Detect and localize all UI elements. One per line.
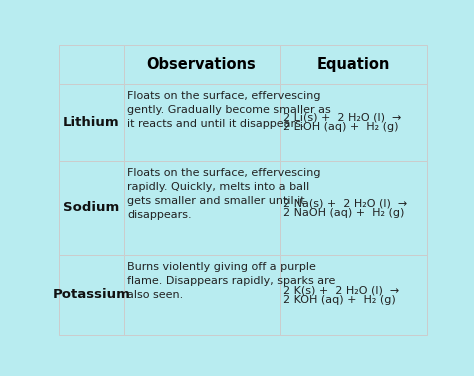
Text: 2 Li(s) +  2 H₂O (l)  →: 2 Li(s) + 2 H₂O (l) → <box>283 113 401 123</box>
Text: 2 Na(s) +  2 H₂O (l)  →: 2 Na(s) + 2 H₂O (l) → <box>283 198 408 208</box>
Text: 2 LiOH (aq) +  H₂ (g): 2 LiOH (aq) + H₂ (g) <box>283 122 399 132</box>
Text: 2 KOH (aq) +  H₂ (g): 2 KOH (aq) + H₂ (g) <box>283 295 396 305</box>
Bar <box>280 255 427 335</box>
Text: Sodium: Sodium <box>63 202 119 214</box>
Bar <box>124 84 280 161</box>
Bar <box>59 45 124 84</box>
Text: Observations: Observations <box>147 57 256 72</box>
Text: Burns violently giving off a purple
flame. Disappears rapidly, sparks are
also s: Burns violently giving off a purple flam… <box>127 262 336 300</box>
Bar <box>124 255 280 335</box>
Bar <box>59 161 124 255</box>
Text: Equation: Equation <box>317 57 390 72</box>
Bar <box>124 45 280 84</box>
Text: Floats on the surface, effervescing
rapidly. Quickly, melts into a ball
gets sma: Floats on the surface, effervescing rapi… <box>127 168 321 220</box>
Bar <box>280 84 427 161</box>
Text: Potassium: Potassium <box>53 288 130 301</box>
Bar <box>124 161 280 255</box>
Bar <box>280 45 427 84</box>
Text: 2 K(s) +  2 H₂O (l)  →: 2 K(s) + 2 H₂O (l) → <box>283 285 400 295</box>
Bar <box>59 84 124 161</box>
Text: Lithium: Lithium <box>63 116 120 129</box>
Bar <box>59 255 124 335</box>
Bar <box>280 161 427 255</box>
Text: 2 NaOH (aq) +  H₂ (g): 2 NaOH (aq) + H₂ (g) <box>283 208 405 218</box>
Text: Floats on the surface, effervescing
gently. Gradually become smaller as
it react: Floats on the surface, effervescing gent… <box>127 91 331 129</box>
